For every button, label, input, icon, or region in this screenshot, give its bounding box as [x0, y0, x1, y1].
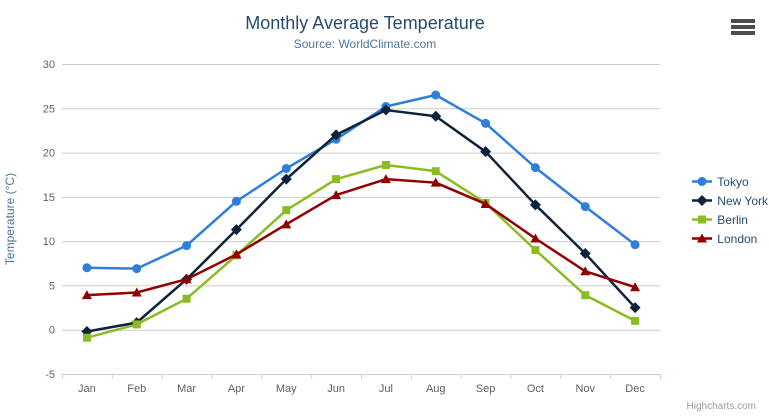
- marker-new-york-apr[interactable]: [230, 224, 242, 236]
- chart-title: Monthly Average Temperature: [245, 13, 485, 33]
- x-axis-label: Aug: [426, 383, 446, 395]
- marker-new-york-nov[interactable]: [579, 248, 591, 260]
- legend-marker-new-york[interactable]: [696, 195, 708, 206]
- legend-label: New York: [717, 193, 768, 208]
- series-group[interactable]: [81, 90, 641, 342]
- marker-berlin-may[interactable]: [282, 206, 291, 215]
- series-london[interactable]: [81, 174, 641, 300]
- export-menu-button[interactable]: [731, 19, 755, 35]
- legend-label: London: [717, 231, 758, 246]
- legend-label: Berlin: [717, 212, 748, 227]
- marker-new-york-may[interactable]: [280, 173, 292, 185]
- marker-berlin-jan[interactable]: [82, 333, 91, 342]
- x-axis-label: Apr: [228, 383, 245, 395]
- legend-marker-tokyo[interactable]: [697, 177, 707, 186]
- marker-tokyo-apr[interactable]: [231, 196, 241, 206]
- x-axis-label: Sep: [476, 383, 496, 395]
- marker-berlin-feb[interactable]: [132, 320, 141, 329]
- x-axis-label: Dec: [625, 383, 645, 395]
- x-axis-label: Nov: [575, 383, 595, 395]
- marker-london-mar[interactable]: [181, 274, 192, 284]
- legend-label: Tokyo: [717, 174, 749, 189]
- hamburger-icon: [731, 25, 755, 29]
- marker-london-jan[interactable]: [81, 290, 92, 300]
- legend-marker-triangle-icon: [692, 233, 713, 243]
- chart-subtitle: Source: WorldClimate.com: [293, 37, 437, 51]
- marker-london-oct[interactable]: [530, 233, 541, 243]
- marker-new-york-oct[interactable]: [529, 199, 541, 211]
- marker-tokyo-feb[interactable]: [132, 264, 142, 274]
- legend: Tokyo New York Berlin London: [691, 172, 768, 248]
- legend-marker-berlin[interactable]: [698, 215, 707, 224]
- marker-new-york-jul[interactable]: [380, 104, 392, 116]
- legend-marker-circle-icon: [692, 177, 713, 186]
- marker-london-dec[interactable]: [630, 282, 641, 292]
- marker-new-york-aug[interactable]: [430, 110, 442, 122]
- marker-tokyo-oct[interactable]: [530, 163, 540, 173]
- marker-london-aug[interactable]: [430, 177, 441, 187]
- axis-labels: -5 0 5 10 15 20 25 30 Jan Feb Mar Apr May Jun Jul Aug Se…: [43, 59, 646, 395]
- x-axis-label: Jul: [379, 383, 393, 395]
- marker-london-sep[interactable]: [480, 198, 491, 208]
- legend-item-tokyo[interactable]: Tokyo: [691, 172, 768, 191]
- marker-berlin-dec[interactable]: [631, 316, 640, 325]
- legend-item-new-york[interactable]: New York: [691, 191, 768, 210]
- marker-tokyo-mar[interactable]: [182, 241, 192, 251]
- marker-london-apr[interactable]: [231, 249, 242, 259]
- hamburger-icon: [731, 31, 755, 35]
- axes: [62, 374, 661, 379]
- marker-tokyo-nov[interactable]: [580, 202, 590, 212]
- marker-berlin-aug[interactable]: [431, 167, 440, 176]
- legend-item-london[interactable]: London: [691, 229, 768, 248]
- series-line-berlin[interactable]: [85, 163, 637, 339]
- series-new-york[interactable]: [81, 104, 641, 337]
- marker-tokyo-jan[interactable]: [82, 263, 92, 273]
- marker-berlin-jul[interactable]: [381, 160, 390, 169]
- series-tokyo[interactable]: [82, 90, 640, 274]
- x-axis-label: Mar: [177, 383, 196, 395]
- legend-marker-square-icon: [692, 215, 713, 224]
- y-axis-label: 10: [43, 236, 55, 248]
- marker-new-york-dec[interactable]: [629, 302, 641, 314]
- marker-tokyo-may[interactable]: [281, 164, 291, 174]
- legend-marker-diamond-icon: [692, 195, 713, 206]
- grid-lines: [62, 64, 660, 375]
- marker-tokyo-dec[interactable]: [630, 240, 640, 250]
- y-axis-label: 20: [43, 148, 55, 160]
- y-axis-label: 25: [43, 103, 55, 115]
- marker-new-york-sep[interactable]: [480, 146, 492, 158]
- series-line-london[interactable]: [85, 177, 637, 297]
- y-axis-title: Temperature (°C): [3, 173, 17, 265]
- credits-label[interactable]: Highcharts.com: [686, 401, 756, 412]
- series-line-tokyo[interactable]: [85, 93, 637, 270]
- marker-berlin-mar[interactable]: [182, 294, 191, 303]
- marker-tokyo-sep[interactable]: [481, 118, 491, 128]
- y-axis-label: 0: [49, 325, 55, 337]
- x-axis-label: Oct: [527, 383, 544, 395]
- marker-tokyo-aug[interactable]: [431, 90, 441, 100]
- y-axis-label: 5: [49, 280, 55, 292]
- marker-berlin-nov[interactable]: [581, 291, 590, 300]
- marker-london-nov[interactable]: [580, 266, 591, 276]
- legend-marker-london[interactable]: [697, 233, 708, 243]
- y-axis-label: 15: [43, 192, 55, 204]
- y-axis-label: -5: [45, 369, 55, 381]
- marker-berlin-jun[interactable]: [332, 175, 341, 184]
- marker-london-feb[interactable]: [131, 287, 142, 297]
- x-axis-label: Jan: [78, 383, 96, 395]
- hamburger-icon: [731, 19, 755, 23]
- marker-new-york-jun[interactable]: [330, 129, 342, 141]
- marker-london-jul[interactable]: [380, 174, 391, 184]
- marker-london-jun[interactable]: [331, 190, 342, 200]
- x-axis-label: Feb: [127, 383, 146, 395]
- x-axis-label: Jun: [327, 383, 345, 395]
- y-axis-label: 30: [43, 59, 55, 71]
- legend-item-berlin[interactable]: Berlin: [691, 210, 768, 229]
- marker-london-may[interactable]: [281, 219, 292, 229]
- marker-berlin-oct[interactable]: [531, 246, 540, 254]
- series-line-new-york[interactable]: [85, 108, 637, 333]
- x-axis-label: May: [276, 383, 297, 395]
